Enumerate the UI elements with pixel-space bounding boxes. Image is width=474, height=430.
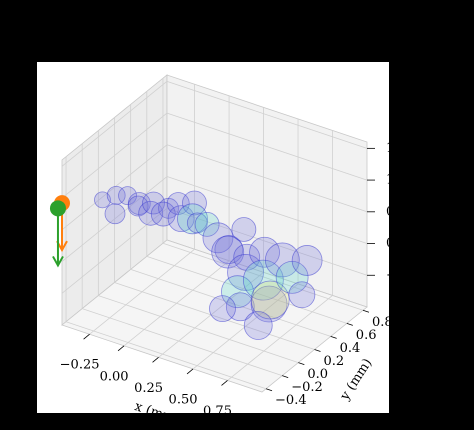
y-tick — [298, 362, 305, 365]
grid-line — [82, 308, 283, 377]
grid-line — [98, 295, 299, 363]
bead — [250, 285, 288, 323]
y-tick — [282, 375, 289, 379]
y-tick-label: 0.6 — [356, 328, 377, 343]
grid-line — [61, 207, 168, 294]
bead — [194, 212, 220, 237]
bead — [243, 311, 273, 340]
bead — [127, 195, 149, 217]
grid-line — [166, 176, 368, 244]
vector-head — [52, 255, 64, 268]
bead — [249, 236, 280, 268]
bead — [231, 217, 257, 242]
y-tick — [330, 336, 337, 339]
bead — [209, 295, 236, 323]
grid-line — [61, 144, 168, 231]
bead — [288, 281, 316, 309]
bead — [182, 190, 207, 216]
grid-line — [166, 207, 368, 276]
bead — [202, 222, 234, 254]
bead — [177, 203, 208, 235]
grid-line — [166, 80, 368, 149]
y-tick — [314, 349, 321, 352]
grid-line — [61, 176, 168, 262]
x-tick — [221, 380, 228, 386]
grid-line — [61, 112, 168, 199]
vector-origin — [49, 200, 66, 217]
frame-mask — [389, 0, 474, 430]
bead — [118, 186, 137, 206]
y-tick-label: 0.2 — [324, 354, 345, 369]
x-tick — [117, 345, 125, 352]
y-tick — [265, 388, 273, 392]
y-tick-label: −0.2 — [291, 380, 323, 395]
bead — [186, 212, 208, 234]
bead — [214, 235, 244, 264]
grid-line — [114, 282, 315, 350]
y-tick-label: −0.4 — [275, 393, 307, 408]
x-tick — [152, 357, 159, 363]
grid-line — [65, 321, 267, 390]
bead — [104, 203, 126, 225]
bead — [142, 191, 165, 215]
grid-line — [61, 81, 168, 167]
grid-line — [146, 255, 347, 324]
bead — [94, 191, 111, 209]
bead — [225, 292, 255, 322]
bead — [264, 242, 300, 278]
bead — [242, 259, 284, 301]
grid-line — [166, 144, 368, 213]
x-tick — [83, 333, 90, 340]
y-tick-label: 0.4 — [340, 341, 361, 356]
grid-line — [130, 269, 331, 337]
y-tick-label: 0.0 — [307, 367, 328, 382]
bead — [233, 243, 261, 271]
grid-line — [166, 112, 368, 181]
y-tick — [346, 322, 353, 326]
frame-mask — [0, 413, 474, 430]
x-tick-label: 0.25 — [134, 381, 163, 396]
x-tick-label: −0.25 — [60, 358, 100, 373]
x-tick-label: 0.00 — [100, 369, 129, 384]
y-tick-label: 0.8 — [372, 315, 393, 330]
bead — [291, 245, 323, 276]
x-tick-label: 0.50 — [169, 392, 198, 407]
y-tick — [362, 309, 370, 313]
x-tick — [186, 368, 194, 375]
bead — [106, 185, 126, 205]
bead — [250, 280, 290, 320]
